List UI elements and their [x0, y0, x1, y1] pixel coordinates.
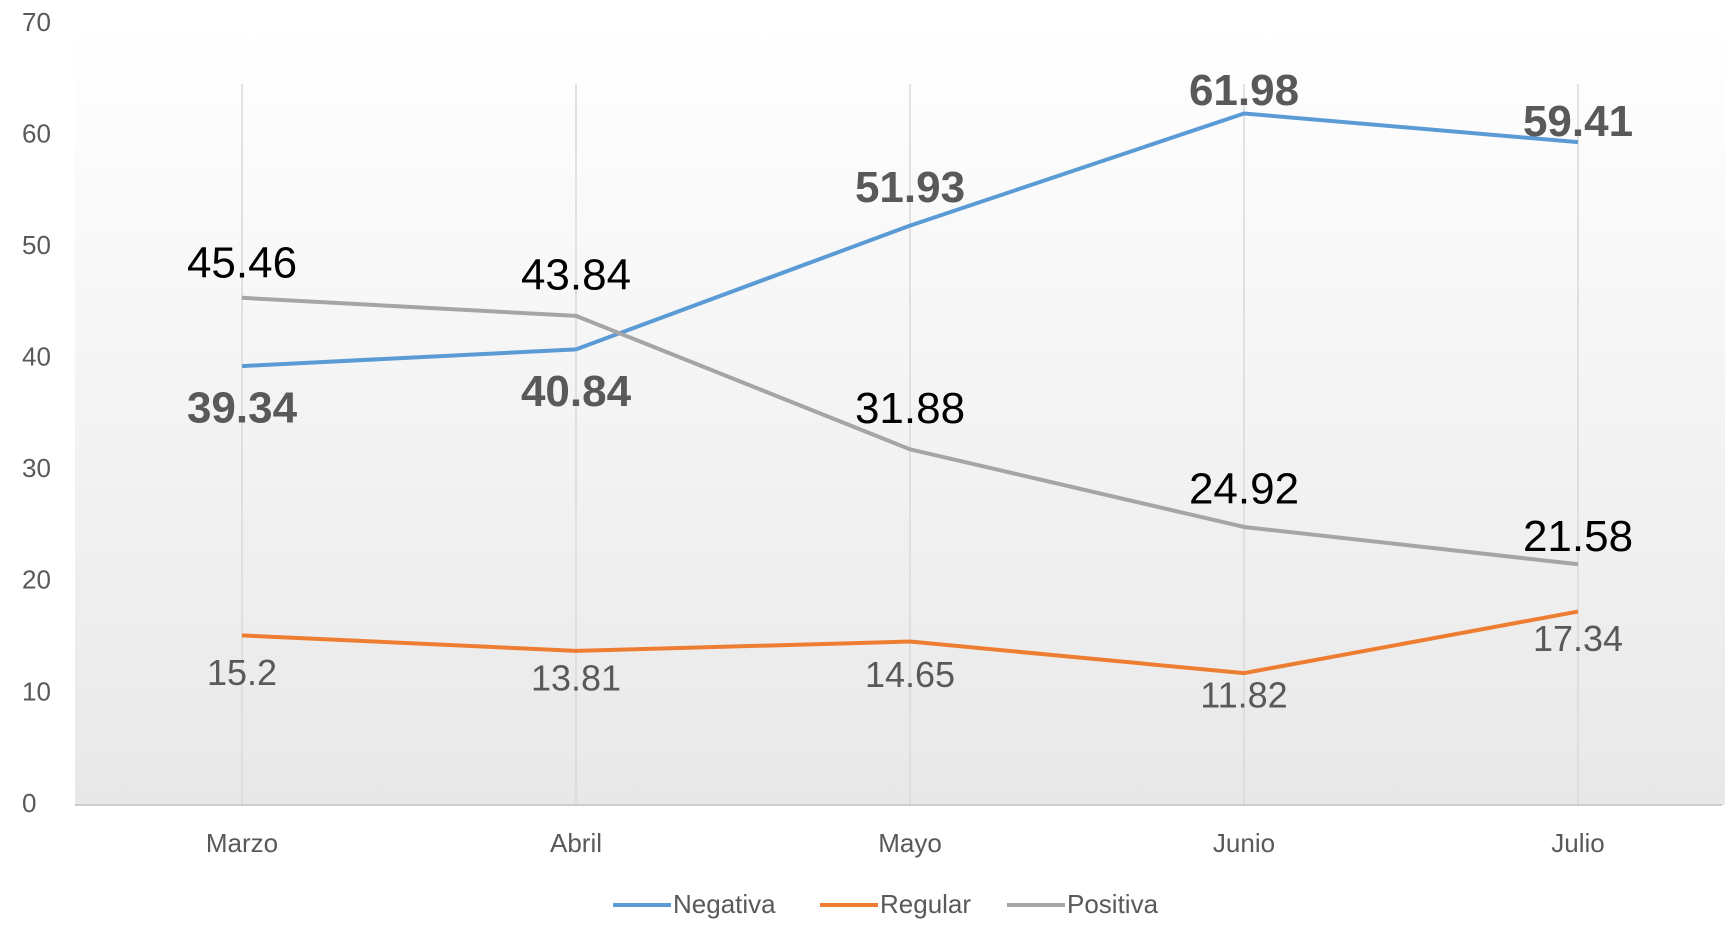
data-label: 39.34 [187, 384, 298, 433]
x-tick-label: Julio [1551, 828, 1604, 858]
y-tick-label: 40 [22, 342, 51, 372]
legend-label: Regular [880, 889, 971, 919]
y-tick-label: 70 [22, 7, 51, 37]
y-tick-label: 20 [22, 565, 51, 595]
data-label: 21.58 [1523, 512, 1633, 561]
x-tick-label: Abril [550, 828, 602, 858]
data-label: 45.46 [187, 238, 297, 287]
y-tick-label: 10 [22, 676, 51, 706]
series-line [241, 609, 1579, 676]
x-tick-label: Marzo [206, 828, 278, 858]
plot-background [75, 24, 1725, 805]
data-label: 14.65 [865, 654, 955, 695]
data-label: 59.41 [1523, 97, 1633, 146]
y-tick-label: 0 [22, 788, 36, 818]
data-label: 11.82 [1200, 675, 1287, 716]
data-label: 17.34 [1533, 618, 1623, 659]
legend-label: Negativa [673, 889, 776, 919]
series-line [241, 111, 1579, 369]
legend-label: Positiva [1067, 889, 1159, 919]
y-tick-label: 30 [22, 453, 51, 483]
series-line [241, 295, 1579, 567]
data-label: 31.88 [855, 384, 965, 433]
data-label: 13.81 [531, 657, 621, 698]
data-label: 43.84 [521, 250, 631, 299]
data-label: 15.2 [207, 652, 277, 693]
y-tick-label: 60 [22, 118, 51, 148]
data-label: 51.93 [855, 163, 965, 212]
data-label: 40.84 [521, 367, 632, 416]
y-tick-label: 50 [22, 230, 51, 260]
x-tick-label: Mayo [878, 828, 942, 858]
data-label: 24.92 [1189, 465, 1299, 514]
x-tick-label: Junio [1213, 828, 1275, 858]
data-label: 61.98 [1189, 66, 1299, 115]
